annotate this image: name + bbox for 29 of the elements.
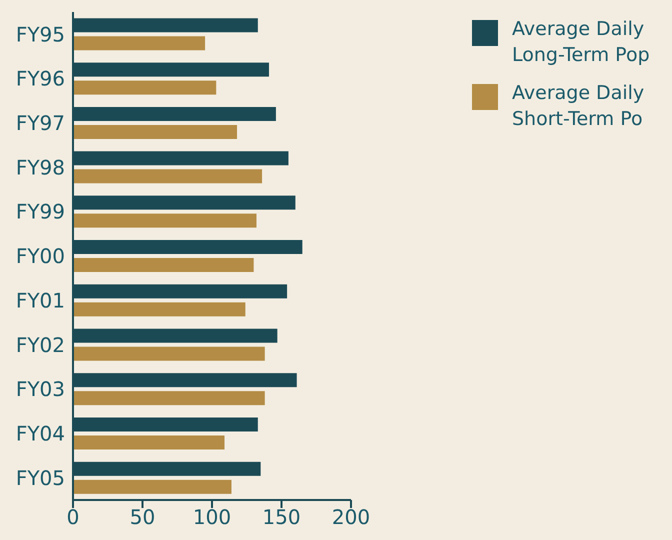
y-tick-label: FY05 bbox=[16, 466, 65, 490]
y-tick-label: FY03 bbox=[16, 377, 65, 402]
bar bbox=[73, 258, 254, 272]
bar bbox=[73, 480, 232, 494]
bar bbox=[73, 169, 262, 184]
bar bbox=[73, 391, 265, 406]
x-tick-label: 100 bbox=[192, 505, 232, 530]
bar bbox=[73, 80, 216, 95]
y-tick-label: FY98 bbox=[16, 155, 65, 180]
y-tick-label: FY96 bbox=[16, 66, 65, 91]
y-tick-label: FY95 bbox=[16, 22, 65, 46]
y-tick-label: FY04 bbox=[16, 422, 65, 446]
legend-label: Average Daily Long-Term Pop bbox=[512, 17, 651, 68]
x-tick-label: 150 bbox=[262, 505, 301, 530]
x-tick-label: 50 bbox=[130, 505, 156, 530]
y-tick-label: FY01 bbox=[16, 288, 65, 312]
bar bbox=[73, 124, 238, 139]
bar bbox=[73, 346, 265, 361]
x-tick-label: 200 bbox=[332, 505, 370, 530]
bar bbox=[73, 36, 206, 50]
x-tick-label: 0 bbox=[66, 505, 80, 530]
y-tick-label: FY99 bbox=[16, 200, 65, 224]
y-tick-label: FY00 bbox=[16, 244, 65, 268]
y-tick-label: FY02 bbox=[16, 332, 65, 357]
y-tick-label: FY97 bbox=[16, 111, 65, 136]
bar bbox=[73, 302, 246, 316]
bar bbox=[73, 435, 225, 450]
bar bbox=[73, 214, 256, 228]
legend-label: Average Daily Short-Term Po bbox=[512, 81, 646, 132]
